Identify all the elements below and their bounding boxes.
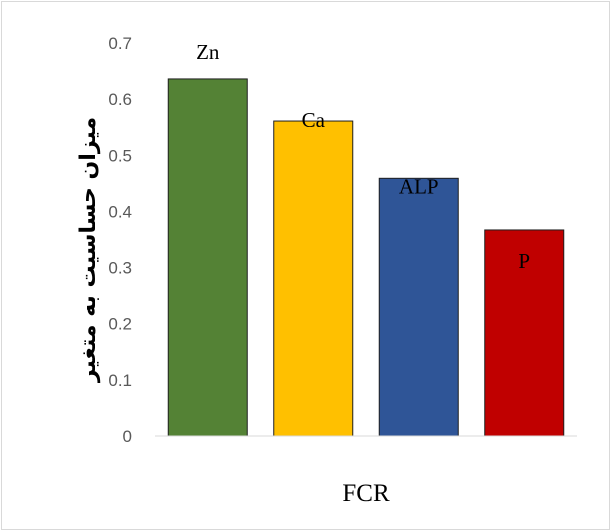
y-axis-title: میزان حساسیت به متغیر [76,117,101,383]
bar-label-alp: ALP [399,174,439,198]
bar-label-ca: Ca [302,108,326,132]
y-tick-label: 0.3 [108,259,132,278]
y-tick-label: 0.2 [108,315,132,334]
bar-p [484,229,565,437]
bar-label-zn: Zn [196,40,220,64]
bar-ca [273,120,354,437]
y-tick-label: 0.4 [108,202,132,221]
bar-label-p: P [518,249,530,273]
y-axis-ticks: 0 0.1 0.2 0.3 0.4 0.5 0.6 0.7 [108,34,132,446]
y-tick-label: 0 [123,427,132,446]
y-tick-label: 0.5 [108,146,132,165]
bars [167,78,565,437]
bar-zn [167,78,248,437]
data-labels: Zn Ca ALP P [196,40,530,273]
y-tick-label: 0.1 [108,371,132,390]
bar-alp [378,177,459,437]
y-tick-label: 0.6 [108,90,132,109]
x-axis-title: FCR [342,480,390,507]
y-tick-label: 0.7 [108,34,132,53]
